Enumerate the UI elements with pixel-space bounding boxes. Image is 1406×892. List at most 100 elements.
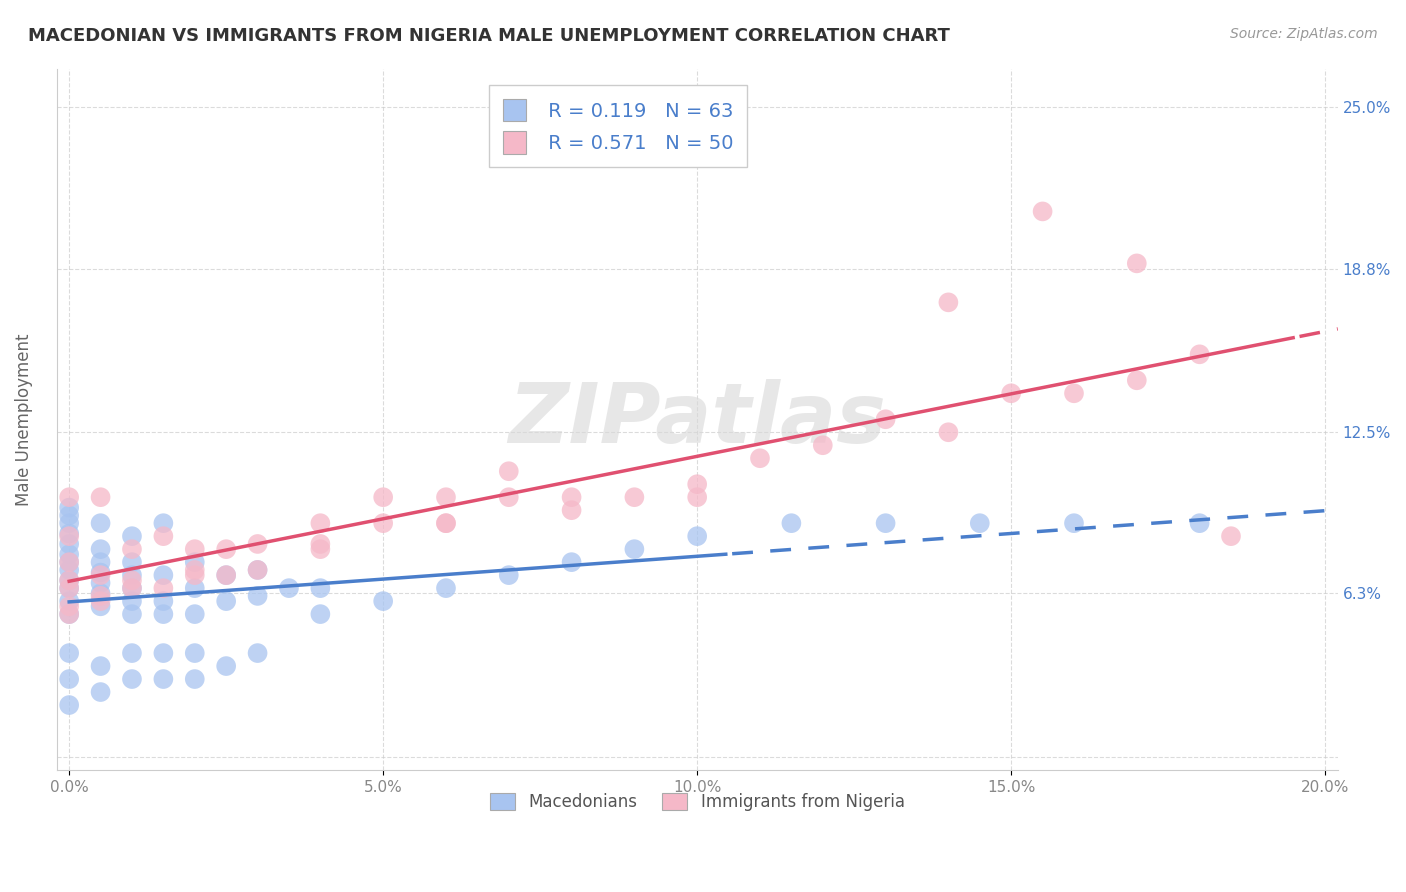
Point (498, 464, 520, 478)
Point (215, 568, 238, 582)
Point (1063, 386, 1085, 401)
Point (1000, 386, 1022, 401)
Point (58, 500, 80, 515)
Point (434, 581, 457, 595)
Point (58, 537, 80, 551)
Point (58, 490, 80, 504)
Legend: Macedonians, Immigrants from Nigeria: Macedonians, Immigrants from Nigeria (477, 780, 918, 825)
Point (90, 576, 112, 591)
Point (1188, 347, 1211, 361)
Point (152, 529, 174, 543)
Point (309, 581, 332, 595)
Point (58, 594, 80, 608)
Point (184, 568, 207, 582)
Point (121, 581, 143, 595)
Point (152, 646, 174, 660)
Point (90, 594, 112, 608)
Point (90, 542, 112, 557)
Point (561, 555, 583, 569)
Point (215, 594, 238, 608)
Point (90, 586, 112, 600)
Point (215, 568, 238, 582)
Point (184, 672, 207, 686)
Point (152, 607, 174, 621)
Point (58, 508, 80, 523)
Point (152, 581, 174, 595)
Point (90, 568, 112, 582)
Point (278, 581, 301, 595)
Point (58, 516, 80, 531)
Point (623, 490, 645, 504)
Point (58, 555, 80, 569)
Point (90, 490, 112, 504)
Point (309, 607, 332, 621)
Point (686, 529, 709, 543)
Point (215, 542, 238, 557)
Point (561, 503, 583, 517)
Point (58, 698, 80, 712)
Point (373, 490, 395, 504)
Point (623, 542, 645, 557)
Point (58, 526, 80, 541)
Point (58, 574, 80, 588)
Point (121, 529, 143, 543)
Point (121, 581, 143, 595)
Point (90, 685, 112, 699)
Point (121, 607, 143, 621)
Point (686, 477, 709, 491)
Point (246, 589, 269, 603)
Point (309, 516, 332, 531)
Point (152, 516, 174, 531)
Point (58, 607, 80, 621)
Point (434, 516, 457, 531)
Point (121, 594, 143, 608)
Point (58, 529, 80, 543)
Point (309, 537, 332, 551)
Point (309, 542, 332, 557)
Point (434, 516, 457, 531)
Point (1126, 373, 1149, 387)
Point (58, 563, 80, 577)
Point (1126, 256, 1149, 270)
Point (434, 490, 457, 504)
Point (58, 555, 80, 569)
Text: ZIPatlas: ZIPatlas (508, 379, 886, 459)
Point (90, 566, 112, 580)
Y-axis label: Male Unemployment: Male Unemployment (15, 333, 32, 506)
Point (246, 646, 269, 660)
Point (152, 594, 174, 608)
Point (121, 672, 143, 686)
Point (184, 563, 207, 577)
Point (780, 516, 803, 531)
Point (58, 581, 80, 595)
Point (1032, 204, 1054, 219)
Point (184, 542, 207, 557)
Point (58, 581, 80, 595)
Point (121, 542, 143, 557)
Point (561, 490, 583, 504)
Point (875, 412, 897, 426)
Point (121, 574, 143, 588)
Point (498, 490, 520, 504)
Point (1188, 516, 1211, 531)
Point (875, 516, 897, 531)
Point (686, 490, 709, 504)
Point (1063, 516, 1085, 531)
Point (121, 568, 143, 582)
Point (373, 594, 395, 608)
Point (58, 574, 80, 588)
Point (121, 555, 143, 569)
Point (152, 568, 174, 582)
Point (184, 646, 207, 660)
Point (498, 568, 520, 582)
Point (58, 646, 80, 660)
Point (90, 659, 112, 673)
Point (246, 563, 269, 577)
Point (215, 659, 238, 673)
Point (121, 646, 143, 660)
Point (938, 425, 960, 440)
Point (373, 516, 395, 531)
Point (749, 451, 772, 466)
Point (58, 547, 80, 561)
Point (184, 607, 207, 621)
